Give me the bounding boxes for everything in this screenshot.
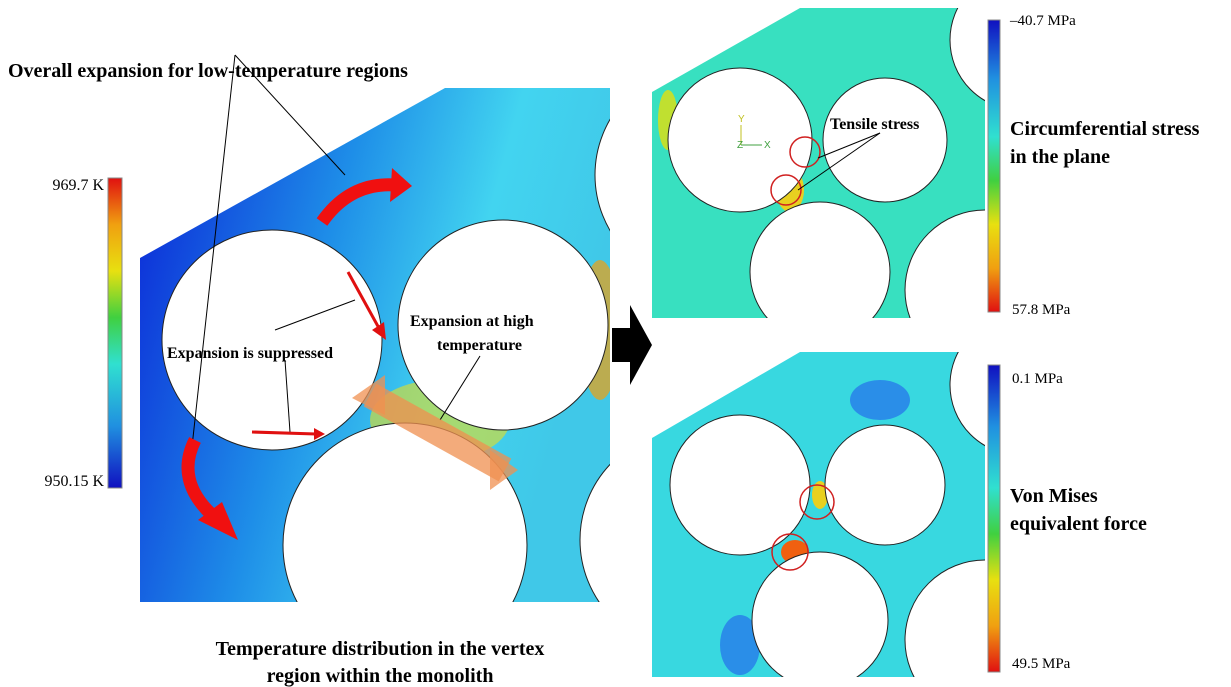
legend-title: equivalent force [1010, 513, 1147, 535]
colorbar-label: 0.1 MPa [1012, 371, 1063, 387]
triad-label: Y [738, 114, 745, 125]
colorbar [988, 365, 1000, 672]
colorbar [108, 178, 122, 488]
annotation-high-temp: temperature [437, 337, 522, 354]
triad-label: X [764, 140, 771, 151]
figure: Overall expansion for low-temperature re… [0, 0, 1231, 687]
colorbar-label: 49.5 MPa [1012, 656, 1071, 672]
colorbar [988, 20, 1000, 312]
colorbar-label: 969.7 K [52, 177, 104, 194]
colorbar-label: 57.8 MPa [1012, 302, 1071, 318]
legend-title: in the plane [1010, 146, 1110, 168]
legend-title: Von Mises [1010, 485, 1098, 507]
annotation-high-temp: Expansion at high [410, 313, 534, 330]
caption: Temperature distribution in the vertex [216, 638, 545, 660]
triad-label: Z [737, 140, 743, 151]
transition-arrow [612, 305, 652, 385]
annotation-suppressed: Expansion is suppressed [167, 345, 333, 362]
colorbar-label: 950.15 K [44, 473, 104, 490]
caption: region within the monolith [267, 665, 494, 687]
heading: Overall expansion for low-temperature re… [8, 60, 408, 82]
legend-title: Circumferential stress [1010, 118, 1200, 140]
annotation-tensile: Tensile stress [830, 116, 919, 133]
colorbar-label: –40.7 MPa [1009, 13, 1076, 29]
